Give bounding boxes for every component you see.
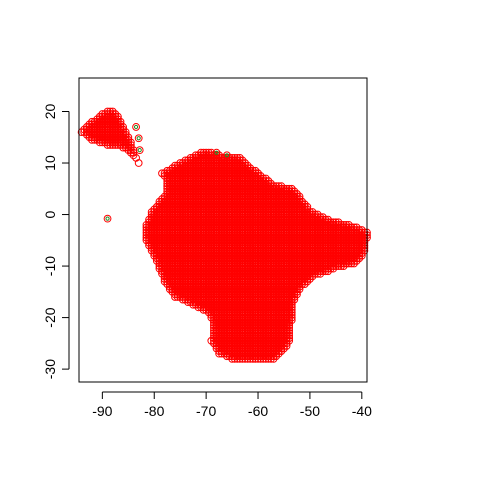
data-point-outlier	[134, 134, 143, 143]
x-tick-label: -70	[196, 403, 216, 419]
points-layer	[77, 107, 371, 363]
data-point-outlier	[103, 214, 112, 223]
data-point-marker	[105, 216, 110, 221]
x-axis: -90 -80 -70 -60 -50 -40	[92, 391, 372, 419]
data-point-marker	[133, 124, 139, 130]
y-axis: -30 -20 -10 0 10 20	[42, 103, 70, 379]
data-point-outlier	[132, 123, 140, 131]
data-point	[126, 148, 135, 157]
y-tick-label: -10	[42, 256, 58, 276]
data-point	[134, 159, 143, 167]
x-tick-label: -60	[248, 403, 268, 419]
data-point	[126, 138, 135, 147]
data-point	[129, 151, 138, 160]
data-point	[129, 146, 138, 155]
x-tick-label: -80	[144, 403, 164, 419]
data-point-marker	[136, 136, 141, 141]
y-tick-label: -20	[42, 307, 58, 327]
x-tick-label: -40	[352, 403, 372, 419]
data-point-marker	[137, 148, 142, 153]
y-tick-label: 0	[42, 210, 58, 218]
x-tick-label: -90	[92, 403, 112, 419]
y-tick-label: 20	[42, 103, 58, 119]
y-tick-label: -30	[42, 359, 58, 379]
y-tick-label: 10	[42, 155, 58, 171]
x-tick-label: -50	[300, 403, 320, 419]
